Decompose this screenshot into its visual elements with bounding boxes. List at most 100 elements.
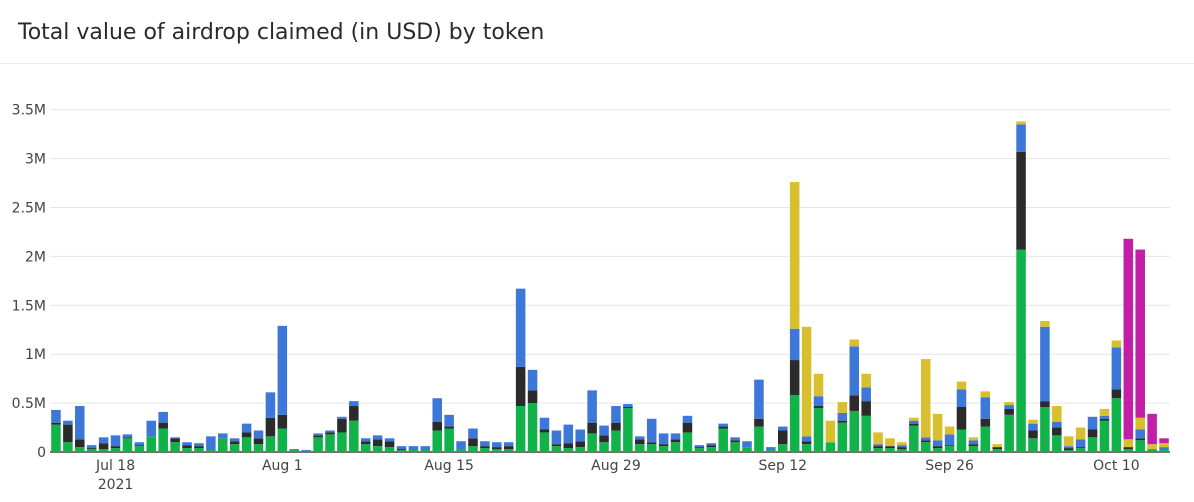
bar-segment[interactable] — [1052, 427, 1062, 436]
bar-segment[interactable] — [1135, 438, 1145, 441]
bar-segment[interactable] — [75, 439, 85, 448]
bar-segment[interactable] — [456, 441, 466, 450]
bar-segment[interactable] — [313, 433, 323, 436]
bar-segment[interactable] — [301, 451, 311, 452]
bar-segment[interactable] — [944, 446, 955, 452]
bar-segment[interactable] — [587, 390, 597, 423]
bar-segment[interactable] — [646, 442, 657, 445]
bar-segment[interactable] — [265, 417, 276, 437]
bar-segment[interactable] — [1028, 438, 1038, 452]
bar-segment[interactable] — [1159, 438, 1169, 444]
bar-segment[interactable] — [194, 448, 204, 452]
bar-segment[interactable] — [527, 390, 538, 404]
bar-segment[interactable] — [825, 442, 836, 452]
bar-segment[interactable] — [706, 447, 717, 452]
bar-segment[interactable] — [277, 325, 288, 415]
bar-segment[interactable] — [909, 423, 919, 426]
bar-segment[interactable] — [1040, 326, 1050, 402]
bar-segment[interactable] — [992, 444, 1002, 448]
bar-segment[interactable] — [229, 444, 240, 452]
bar-segment[interactable] — [599, 425, 609, 436]
bar-segment[interactable] — [587, 422, 597, 434]
bar-segment[interactable] — [503, 446, 514, 450]
bar-segment[interactable] — [337, 416, 347, 419]
bar-segment[interactable] — [515, 366, 526, 407]
bar-segment[interactable] — [218, 433, 228, 439]
bar-segment[interactable] — [1040, 407, 1050, 452]
bar-segment[interactable] — [670, 442, 681, 452]
bar-segment[interactable] — [956, 381, 967, 390]
bar-segment[interactable] — [86, 449, 97, 452]
bar-segment[interactable] — [563, 448, 574, 452]
bar-segment[interactable] — [539, 432, 550, 452]
bar-segment[interactable] — [384, 447, 395, 452]
bar-segment[interactable] — [420, 446, 431, 451]
bar-segment[interactable] — [51, 409, 61, 423]
bar-segment[interactable] — [944, 434, 955, 446]
bar-segment[interactable] — [658, 433, 669, 445]
bar-segment[interactable] — [873, 448, 883, 452]
bar-segment[interactable] — [718, 423, 728, 427]
bar-segment[interactable] — [432, 421, 442, 431]
bar-segment[interactable] — [527, 403, 538, 452]
bar-segment[interactable] — [253, 430, 264, 439]
bar-segment[interactable] — [932, 446, 943, 449]
bar-segment[interactable] — [1099, 418, 1110, 421]
bar-segment[interactable] — [932, 448, 943, 452]
bar-segment[interactable] — [396, 446, 407, 450]
bar-segment[interactable] — [1004, 408, 1014, 415]
bar-segment[interactable] — [515, 406, 526, 452]
bar-segment[interactable] — [801, 436, 812, 442]
bar-segment[interactable] — [539, 417, 550, 430]
bar-segment[interactable] — [170, 438, 180, 443]
bar-segment[interactable] — [229, 441, 240, 445]
bar-segment[interactable] — [372, 446, 383, 452]
bar-segment[interactable] — [384, 438, 395, 442]
bar-segment[interactable] — [360, 441, 371, 445]
bar-segment[interactable] — [599, 442, 609, 452]
bar-segment[interactable] — [873, 432, 883, 445]
bar-segment[interactable] — [635, 444, 645, 452]
bar-segment[interactable] — [539, 429, 550, 433]
bar-segment[interactable] — [396, 449, 407, 451]
bar-segment[interactable] — [1135, 440, 1145, 452]
bar-segment[interactable] — [861, 401, 871, 416]
bar-segment[interactable] — [480, 448, 490, 452]
bar-segment[interactable] — [849, 339, 860, 347]
bar-segment[interactable] — [194, 446, 204, 449]
bar-segment[interactable] — [75, 406, 85, 440]
bar-segment[interactable] — [1028, 430, 1038, 439]
bar-segment[interactable] — [98, 443, 109, 450]
bar-segment[interactable] — [944, 445, 955, 447]
bar-segment[interactable] — [920, 442, 931, 452]
bar-segment[interactable] — [1123, 449, 1134, 452]
bar-segment[interactable] — [766, 447, 776, 451]
bar-segment[interactable] — [730, 442, 740, 452]
bar-segment[interactable] — [813, 373, 824, 397]
bar-segment[interactable] — [170, 442, 180, 452]
bar-segment[interactable] — [932, 440, 943, 447]
bar-segment[interactable] — [110, 446, 121, 449]
bar-segment[interactable] — [944, 426, 955, 435]
bar-segment[interactable] — [1016, 151, 1026, 250]
bar-segment[interactable] — [1159, 443, 1169, 448]
bar-segment[interactable] — [837, 422, 848, 452]
bar-segment[interactable] — [778, 430, 788, 445]
bar-segment[interactable] — [563, 443, 574, 449]
bar-segment[interactable] — [980, 426, 991, 452]
bar-segment[interactable] — [635, 439, 645, 445]
bar-segment[interactable] — [897, 445, 907, 448]
bar-segment[interactable] — [1135, 417, 1145, 430]
bar-segment[interactable] — [337, 432, 347, 452]
bar-segment[interactable] — [646, 418, 657, 443]
bar-segment[interactable] — [241, 423, 252, 433]
bar-segment[interactable] — [170, 437, 180, 439]
bar-segment[interactable] — [801, 326, 812, 437]
bar-segment[interactable] — [742, 447, 752, 452]
bar-segment[interactable] — [1099, 420, 1110, 452]
bar-segment[interactable] — [623, 404, 633, 407]
bar-segment[interactable] — [837, 420, 848, 423]
bar-segment[interactable] — [325, 430, 335, 433]
bar-segment[interactable] — [194, 443, 204, 447]
bar-segment[interactable] — [1135, 249, 1145, 418]
